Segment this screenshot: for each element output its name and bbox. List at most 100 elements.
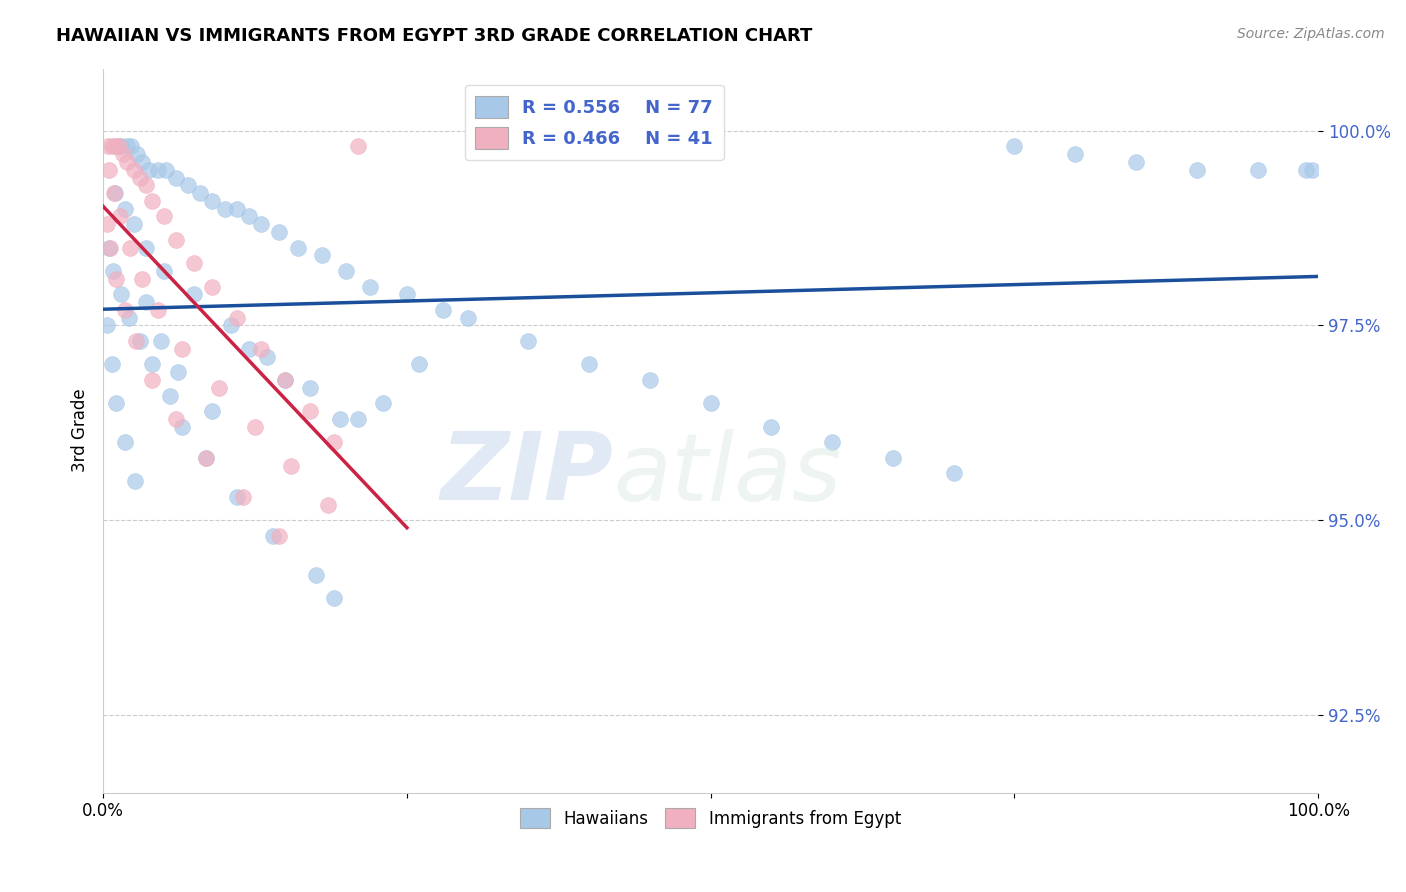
Point	[323, 591, 346, 605]
Text: HAWAIIAN VS IMMIGRANTS FROM EGYPT 3RD GRADE CORRELATION CHART: HAWAIIAN VS IMMIGRANTS FROM EGYPT 3RD GR…	[56, 27, 813, 45]
Point	[111, 147, 134, 161]
Point	[114, 202, 136, 216]
Y-axis label: 3rd Grade: 3rd Grade	[72, 389, 89, 473]
Point	[131, 155, 153, 169]
Point	[125, 334, 148, 348]
Point	[114, 435, 136, 450]
Point	[135, 241, 157, 255]
Point	[225, 202, 247, 216]
Point	[821, 435, 844, 450]
Point	[153, 264, 176, 278]
Point	[195, 450, 218, 465]
Point	[1004, 139, 1026, 153]
Point	[128, 170, 150, 185]
Point	[165, 233, 187, 247]
Point	[699, 396, 721, 410]
Point	[1064, 147, 1087, 161]
Point	[146, 302, 169, 317]
Point	[107, 139, 129, 153]
Point	[131, 272, 153, 286]
Point	[100, 139, 122, 153]
Point	[280, 458, 302, 473]
Point	[188, 186, 211, 200]
Point	[287, 241, 309, 255]
Point	[135, 178, 157, 193]
Point	[98, 162, 121, 177]
Point	[1246, 162, 1268, 177]
Point	[1125, 155, 1147, 169]
Point	[395, 287, 418, 301]
Point	[117, 310, 139, 325]
Point	[118, 241, 141, 255]
Point	[141, 358, 163, 372]
Point	[105, 396, 128, 410]
Text: ZIP: ZIP	[440, 428, 613, 520]
Point	[195, 450, 218, 465]
Point	[104, 139, 127, 153]
Point	[141, 373, 163, 387]
Point	[183, 256, 205, 270]
Point	[274, 373, 297, 387]
Point	[225, 490, 247, 504]
Point	[238, 342, 260, 356]
Point	[638, 373, 661, 387]
Point	[122, 162, 145, 177]
Point	[269, 529, 291, 543]
Point	[408, 358, 430, 372]
Point	[153, 210, 176, 224]
Point	[243, 419, 266, 434]
Point	[517, 334, 540, 348]
Point	[298, 404, 321, 418]
Point	[172, 419, 194, 434]
Point	[269, 225, 291, 239]
Text: atlas: atlas	[613, 428, 842, 519]
Point	[316, 498, 339, 512]
Point	[101, 264, 124, 278]
Point	[232, 490, 254, 504]
Point	[250, 217, 273, 231]
Point	[100, 358, 122, 372]
Point	[165, 170, 187, 185]
Text: Source: ZipAtlas.com: Source: ZipAtlas.com	[1237, 27, 1385, 41]
Point	[117, 155, 139, 169]
Point	[141, 194, 163, 208]
Point	[256, 350, 278, 364]
Point	[108, 139, 131, 153]
Point	[305, 567, 328, 582]
Point	[311, 248, 333, 262]
Point	[347, 412, 370, 426]
Point	[120, 139, 142, 153]
Point	[105, 272, 128, 286]
Point	[110, 287, 132, 301]
Point	[207, 381, 229, 395]
Point	[359, 279, 381, 293]
Point	[98, 241, 121, 255]
Point	[219, 318, 242, 333]
Point	[882, 450, 904, 465]
Point	[250, 342, 273, 356]
Point	[761, 419, 783, 434]
Point	[135, 295, 157, 310]
Point	[97, 139, 120, 153]
Point	[110, 139, 132, 153]
Point	[262, 529, 284, 543]
Point	[335, 264, 357, 278]
Point	[155, 162, 177, 177]
Point	[122, 217, 145, 231]
Point	[159, 388, 181, 402]
Point	[329, 412, 352, 426]
Point	[347, 139, 370, 153]
Point	[432, 302, 454, 317]
Point	[138, 162, 160, 177]
Point	[238, 210, 260, 224]
Point	[124, 474, 146, 488]
Point	[201, 404, 224, 418]
Point	[100, 241, 122, 255]
Point	[371, 396, 394, 410]
Point	[127, 147, 149, 161]
Point	[457, 310, 479, 325]
Point	[1295, 162, 1317, 177]
Point	[167, 365, 190, 379]
Point	[103, 186, 125, 200]
Point	[96, 318, 118, 333]
